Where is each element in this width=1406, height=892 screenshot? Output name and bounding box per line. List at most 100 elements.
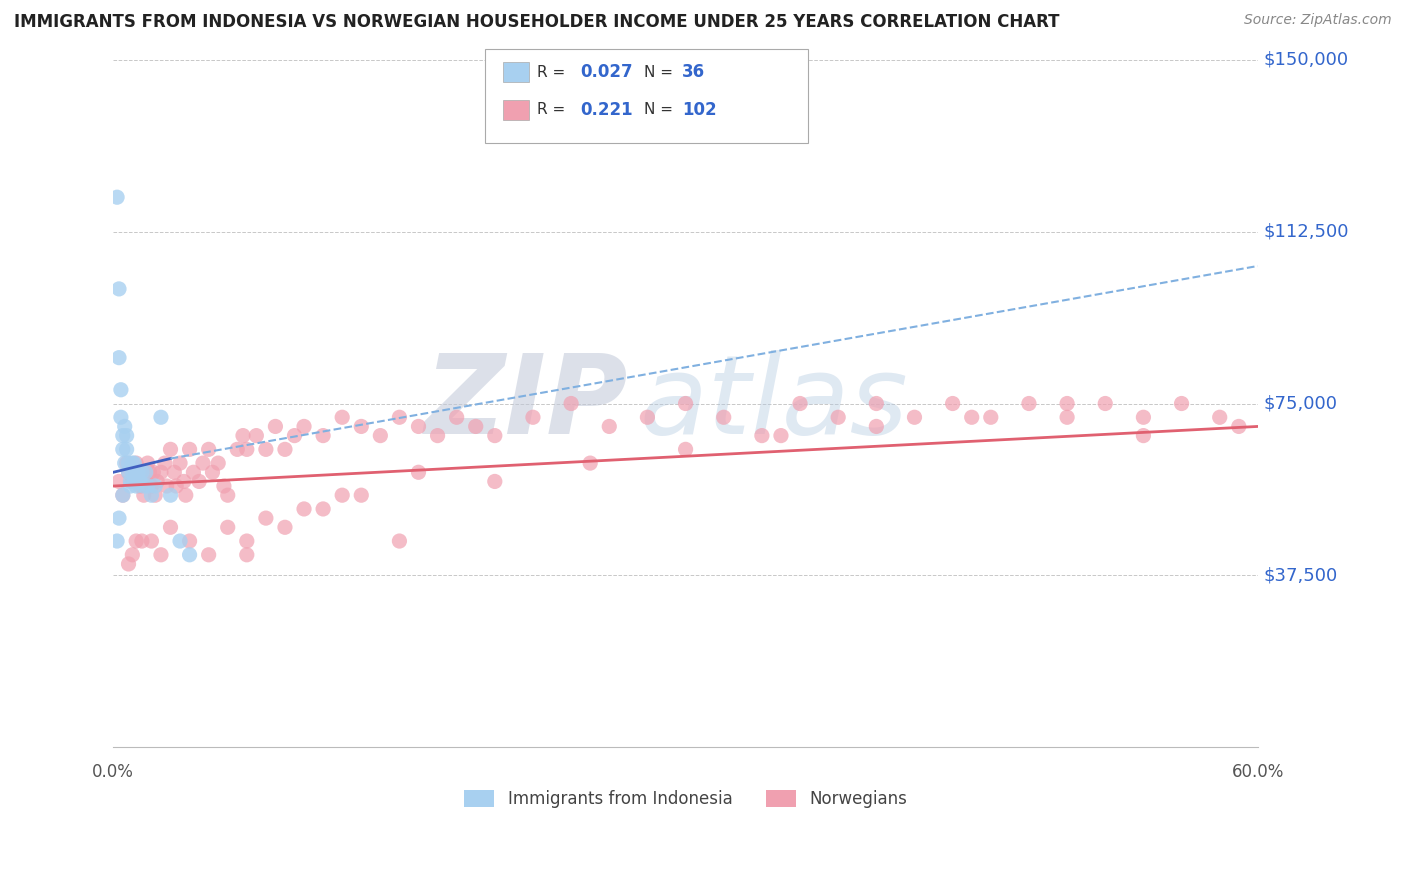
Point xyxy=(149,410,172,425)
Point xyxy=(789,396,811,410)
Point xyxy=(960,410,983,425)
Point xyxy=(217,488,239,502)
Text: $112,500: $112,500 xyxy=(1264,223,1350,241)
Text: $37,500: $37,500 xyxy=(1264,566,1339,584)
Text: atlas: atlas xyxy=(640,350,908,457)
Point xyxy=(105,190,128,204)
Point xyxy=(1132,428,1154,442)
Point xyxy=(117,456,139,470)
Point xyxy=(1056,410,1078,425)
Point xyxy=(350,419,373,434)
Point xyxy=(131,465,153,479)
Point xyxy=(560,396,582,410)
Point xyxy=(330,488,353,502)
Point xyxy=(388,410,411,425)
Point xyxy=(370,428,392,442)
Point xyxy=(114,419,136,434)
Point xyxy=(165,479,187,493)
Point xyxy=(188,475,211,489)
Point xyxy=(138,465,160,479)
Point xyxy=(121,548,143,562)
Point xyxy=(174,488,197,502)
Point xyxy=(122,456,145,470)
Point xyxy=(163,465,186,479)
Point xyxy=(125,534,148,549)
Point xyxy=(135,475,157,489)
Point xyxy=(156,479,179,493)
Point xyxy=(217,520,239,534)
Point xyxy=(141,488,163,502)
Point xyxy=(865,396,887,410)
Point xyxy=(108,511,131,525)
Point xyxy=(1227,419,1250,434)
Point xyxy=(675,442,697,457)
Point xyxy=(115,456,138,470)
Point xyxy=(1056,396,1078,410)
Point xyxy=(129,475,152,489)
Point xyxy=(1094,396,1116,410)
Point xyxy=(408,465,430,479)
Point xyxy=(598,419,620,434)
Point xyxy=(201,465,224,479)
Point xyxy=(108,351,131,365)
Point xyxy=(274,520,297,534)
Point xyxy=(111,428,134,442)
Point xyxy=(159,442,181,457)
Point xyxy=(117,465,139,479)
Text: Source: ZipAtlas.com: Source: ZipAtlas.com xyxy=(1244,13,1392,28)
Point xyxy=(236,534,259,549)
Point xyxy=(117,557,139,571)
Point xyxy=(129,479,152,493)
Point xyxy=(114,456,136,470)
Point xyxy=(388,534,411,549)
Point xyxy=(132,488,155,502)
Point xyxy=(120,475,142,489)
Point xyxy=(254,442,277,457)
Point xyxy=(143,479,166,493)
Point xyxy=(827,410,849,425)
Point xyxy=(141,479,163,493)
Point xyxy=(115,428,138,442)
Point xyxy=(142,465,165,479)
Point xyxy=(110,383,132,397)
Point xyxy=(121,465,143,479)
Point xyxy=(236,548,259,562)
Point xyxy=(173,475,195,489)
Point xyxy=(236,442,259,457)
Point xyxy=(127,465,149,479)
Text: $150,000: $150,000 xyxy=(1264,51,1348,69)
Text: N =: N = xyxy=(644,103,673,117)
Text: ZIP: ZIP xyxy=(425,350,628,457)
Point xyxy=(292,419,315,434)
Point xyxy=(121,475,143,489)
Point xyxy=(232,428,254,442)
Point xyxy=(191,456,214,470)
Point xyxy=(980,410,1002,425)
Point xyxy=(120,479,142,493)
Point xyxy=(283,428,305,442)
Point xyxy=(179,534,201,549)
Point xyxy=(179,442,201,457)
Point xyxy=(121,456,143,470)
Point xyxy=(330,410,353,425)
Point xyxy=(111,488,134,502)
Point xyxy=(484,428,506,442)
Point xyxy=(1132,410,1154,425)
Point xyxy=(751,428,773,442)
Point xyxy=(111,488,134,502)
Point xyxy=(115,442,138,457)
Point xyxy=(153,456,176,470)
Text: 0.027: 0.027 xyxy=(581,63,633,81)
Legend: Immigrants from Indonesia, Norwegians: Immigrants from Indonesia, Norwegians xyxy=(457,783,914,814)
Point xyxy=(207,456,229,470)
Point xyxy=(942,396,965,410)
Text: R =: R = xyxy=(537,65,565,79)
Point xyxy=(264,419,287,434)
Point xyxy=(122,475,145,489)
Point xyxy=(197,442,219,457)
Point xyxy=(125,465,148,479)
Point xyxy=(675,396,697,410)
Point xyxy=(169,456,191,470)
Point xyxy=(110,410,132,425)
Point xyxy=(169,534,191,549)
